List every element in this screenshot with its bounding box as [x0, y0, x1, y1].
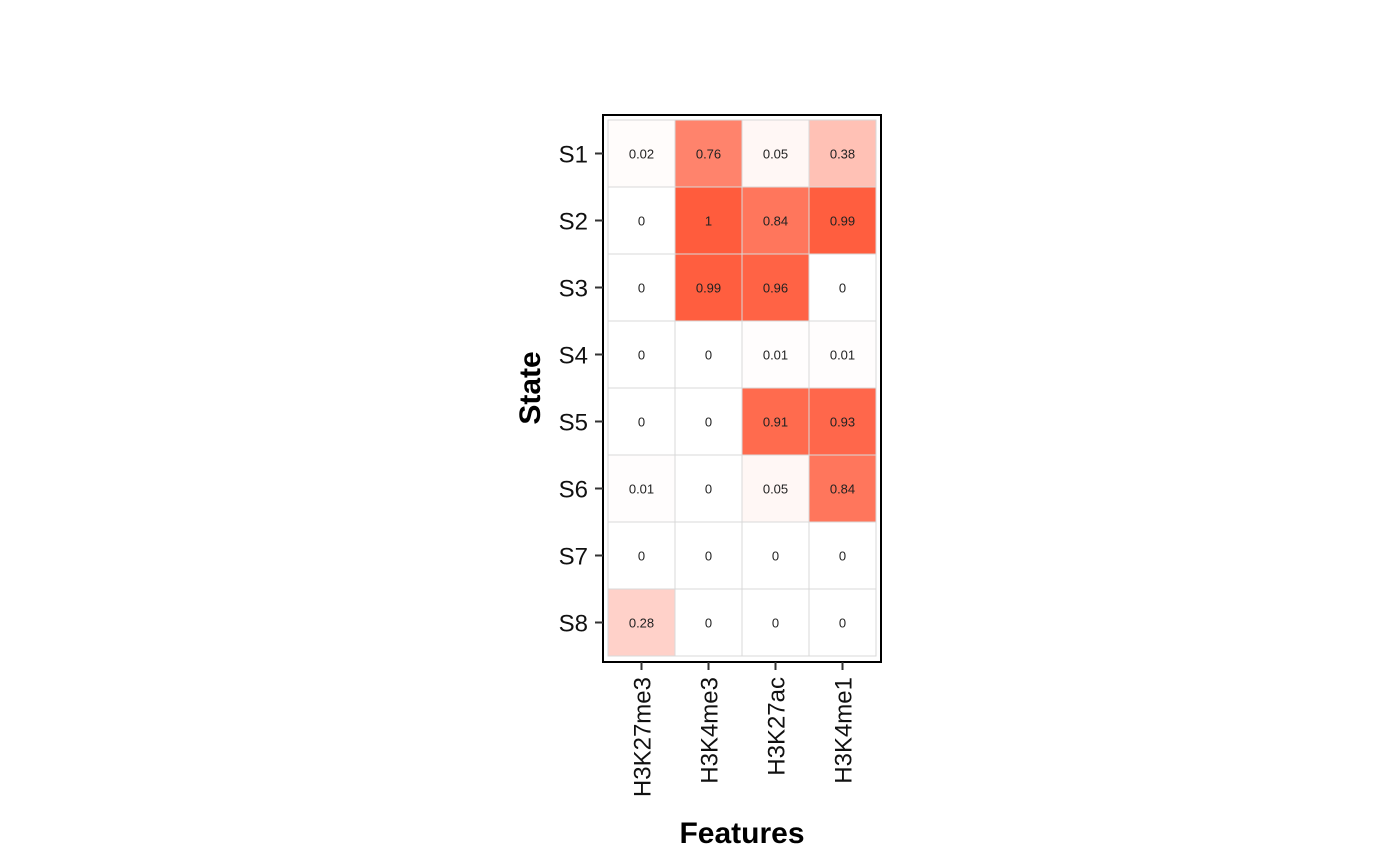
cell-value-label: 0 — [705, 348, 712, 363]
heatmap-cell-s7-h3k27me3 — [607, 521, 676, 590]
heatmap-cell-s3-h3k4me1 — [808, 253, 877, 322]
y-tick-label: S3 — [559, 276, 588, 303]
cell-value-label: 0.84 — [763, 214, 788, 229]
heatmap-cell-s7-h3k27ac — [741, 521, 810, 590]
cell-value-label: 0 — [705, 415, 712, 430]
heatmap-cell-s6-h3k27ac — [741, 454, 810, 523]
cell-value-label: 0 — [705, 549, 712, 564]
heatmap-cell-s5-h3k27me3 — [607, 387, 676, 456]
heatmap-cell-s6-h3k4me3 — [674, 454, 743, 523]
x-tick-label: H3K4me3 — [697, 677, 724, 784]
cell-value-label: 0.02 — [629, 147, 654, 162]
heatmap-cell-s6-h3k27me3 — [607, 454, 676, 523]
heatmap-cell-s7-h3k4me1 — [808, 521, 877, 590]
cell-value-label: 0 — [839, 281, 846, 296]
y-tick-label: S4 — [559, 343, 588, 370]
heatmap-cell-s5-h3k4me1 — [808, 387, 877, 456]
cell-value-label: 0 — [772, 549, 779, 564]
cell-value-label: 0.05 — [763, 482, 788, 497]
x-axis-title: Features — [679, 817, 804, 850]
cell-value-label: 1 — [705, 214, 712, 229]
cell-value-label: 0 — [705, 616, 712, 631]
cell-value-label: 0.76 — [696, 147, 721, 162]
x-tick-label: H3K4me1 — [831, 677, 858, 784]
cell-value-label: 0.99 — [830, 214, 855, 229]
heatmap-cell-s1-h3k27me3 — [607, 119, 676, 188]
cell-value-label: 0.28 — [629, 616, 654, 631]
heatmap-cell-s8-h3k4me1 — [808, 588, 877, 657]
heatmap-cell-s4-h3k4me3 — [674, 320, 743, 389]
heatmap-cell-s1-h3k4me1 — [808, 119, 877, 188]
cell-value-label: 0.01 — [629, 482, 654, 497]
cell-value-label: 0.01 — [763, 348, 788, 363]
y-axis: S1 S2 S3 S4 S5 S6 S7 S8 — [559, 142, 603, 638]
y-axis-title: State — [514, 351, 547, 424]
heatmap-cell-s3-h3k4me3 — [674, 253, 743, 322]
cell-value-label: 0.91 — [763, 415, 788, 430]
y-tick-label: S6 — [559, 477, 588, 504]
heatmap-cell-s6-h3k4me1 — [808, 454, 877, 523]
cell-value-label: 0 — [638, 348, 645, 363]
x-axis: H3K27me3 H3K4me3 H3K27ac H3K4me1 — [630, 662, 858, 797]
y-tick-label: S5 — [559, 410, 588, 437]
heatmap-cell-s5-h3k4me3 — [674, 387, 743, 456]
heatmap-cell-s2-h3k4me1 — [808, 186, 877, 255]
heatmap-cell-s1-h3k27ac — [741, 119, 810, 188]
y-tick-label: S1 — [559, 142, 588, 169]
x-tick-label: H3K27ac — [764, 677, 791, 776]
cell-value-label: 0 — [772, 616, 779, 631]
cell-value-label: 0.01 — [830, 348, 855, 363]
heatmap-cell-s2-h3k4me3 — [674, 186, 743, 255]
cell-value-label: 0.84 — [830, 482, 855, 497]
y-tick-label: S2 — [559, 209, 588, 236]
cell-value-label: 0 — [839, 616, 846, 631]
heatmap-cell-s8-h3k27me3 — [607, 588, 676, 657]
y-tick-label: S7 — [559, 544, 588, 571]
cell-value-label: 0 — [839, 549, 846, 564]
cell-value-label: 0.38 — [830, 147, 855, 162]
cell-value-label: 0.05 — [763, 147, 788, 162]
cell-value-label: 0 — [638, 281, 645, 296]
cell-value-label: 0.99 — [696, 281, 721, 296]
y-tick-label: S8 — [559, 611, 588, 638]
heatmap-cell-s1-h3k4me3 — [674, 119, 743, 188]
cell-value-label: 0.93 — [830, 415, 855, 430]
cell-value-label: 0 — [638, 415, 645, 430]
cell-labels-layer: 0.02 0.76 0.05 0.38 0 1 0.84 0.99 0 0.99 0.96 0 0 0 0.… — [629, 147, 855, 631]
cell-value-label: 0 — [705, 482, 712, 497]
cells-layer — [607, 119, 877, 657]
cell-value-label: 0 — [638, 214, 645, 229]
panel-border — [602, 114, 882, 663]
cell-value-label: 0 — [638, 549, 645, 564]
heatmap-cell-s8-h3k27ac — [741, 588, 810, 657]
x-tick-label: H3K27me3 — [630, 677, 657, 797]
heatmap-cell-s4-h3k4me1 — [808, 320, 877, 389]
cell-value-label: 0.96 — [763, 281, 788, 296]
heatmap-cell-s5-h3k27ac — [741, 387, 810, 456]
